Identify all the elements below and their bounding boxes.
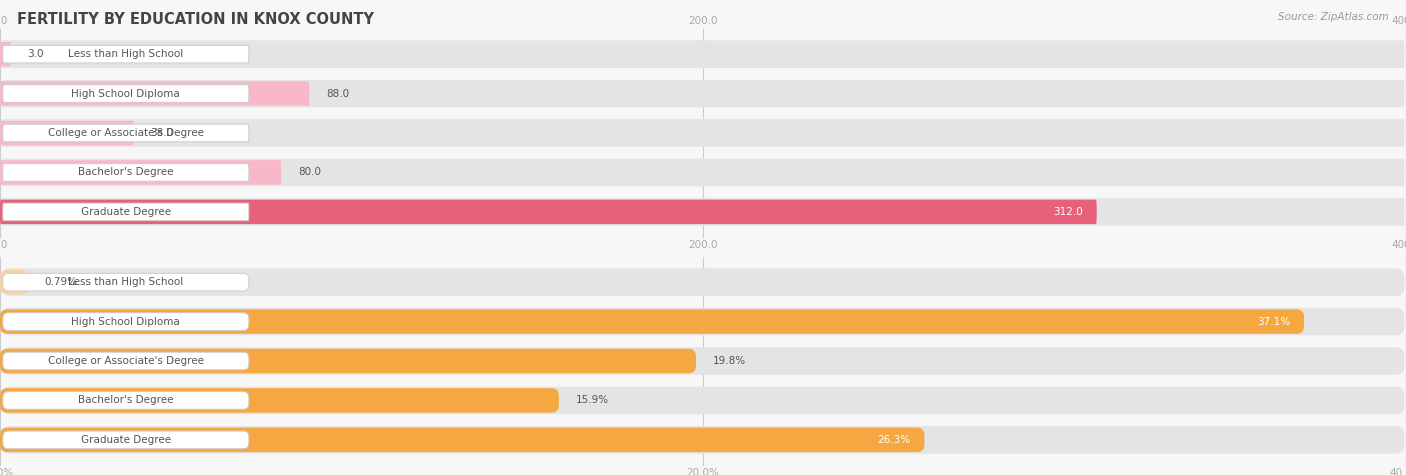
Text: College or Associate's Degree: College or Associate's Degree [48,128,204,138]
FancyBboxPatch shape [3,45,249,63]
FancyBboxPatch shape [0,121,134,145]
Text: 312.0: 312.0 [1053,207,1083,217]
Text: 15.9%: 15.9% [576,395,609,406]
Text: 88.0: 88.0 [326,88,349,99]
Text: Graduate Degree: Graduate Degree [80,435,172,445]
Text: 37.1%: 37.1% [1257,316,1291,327]
FancyBboxPatch shape [0,428,925,452]
Text: 0.79%: 0.79% [45,277,77,287]
FancyBboxPatch shape [3,431,249,449]
FancyBboxPatch shape [1,387,1405,414]
Text: 38.0: 38.0 [150,128,173,138]
Text: Bachelor's Degree: Bachelor's Degree [79,395,173,406]
Text: 3.0: 3.0 [28,49,44,59]
FancyBboxPatch shape [0,160,281,185]
FancyBboxPatch shape [1,159,1405,186]
FancyBboxPatch shape [3,391,249,409]
FancyBboxPatch shape [3,273,249,291]
Text: FERTILITY BY EDUCATION IN KNOX COUNTY: FERTILITY BY EDUCATION IN KNOX COUNTY [17,12,374,27]
Text: Less than High School: Less than High School [69,49,183,59]
FancyBboxPatch shape [1,198,1405,226]
FancyBboxPatch shape [1,80,1405,107]
Text: 80.0: 80.0 [298,167,321,178]
Text: High School Diploma: High School Diploma [72,316,180,327]
FancyBboxPatch shape [1,308,1405,335]
FancyBboxPatch shape [3,352,249,370]
FancyBboxPatch shape [0,200,1097,224]
Text: Source: ZipAtlas.com: Source: ZipAtlas.com [1278,12,1389,22]
FancyBboxPatch shape [0,349,696,373]
FancyBboxPatch shape [1,347,1405,375]
Text: 26.3%: 26.3% [877,435,911,445]
FancyBboxPatch shape [3,124,249,142]
Text: High School Diploma: High School Diploma [72,88,180,99]
Text: 19.8%: 19.8% [713,356,747,366]
FancyBboxPatch shape [1,40,1405,68]
FancyBboxPatch shape [0,42,11,66]
Text: Less than High School: Less than High School [69,277,183,287]
FancyBboxPatch shape [0,388,560,413]
FancyBboxPatch shape [1,426,1405,454]
Text: College or Associate's Degree: College or Associate's Degree [48,356,204,366]
Text: Bachelor's Degree: Bachelor's Degree [79,167,173,178]
FancyBboxPatch shape [1,119,1405,147]
Text: Graduate Degree: Graduate Degree [80,207,172,217]
FancyBboxPatch shape [3,163,249,181]
FancyBboxPatch shape [3,85,249,103]
FancyBboxPatch shape [0,309,1305,334]
FancyBboxPatch shape [1,268,1405,296]
FancyBboxPatch shape [0,81,309,106]
FancyBboxPatch shape [3,203,249,221]
FancyBboxPatch shape [0,270,28,294]
FancyBboxPatch shape [3,313,249,331]
